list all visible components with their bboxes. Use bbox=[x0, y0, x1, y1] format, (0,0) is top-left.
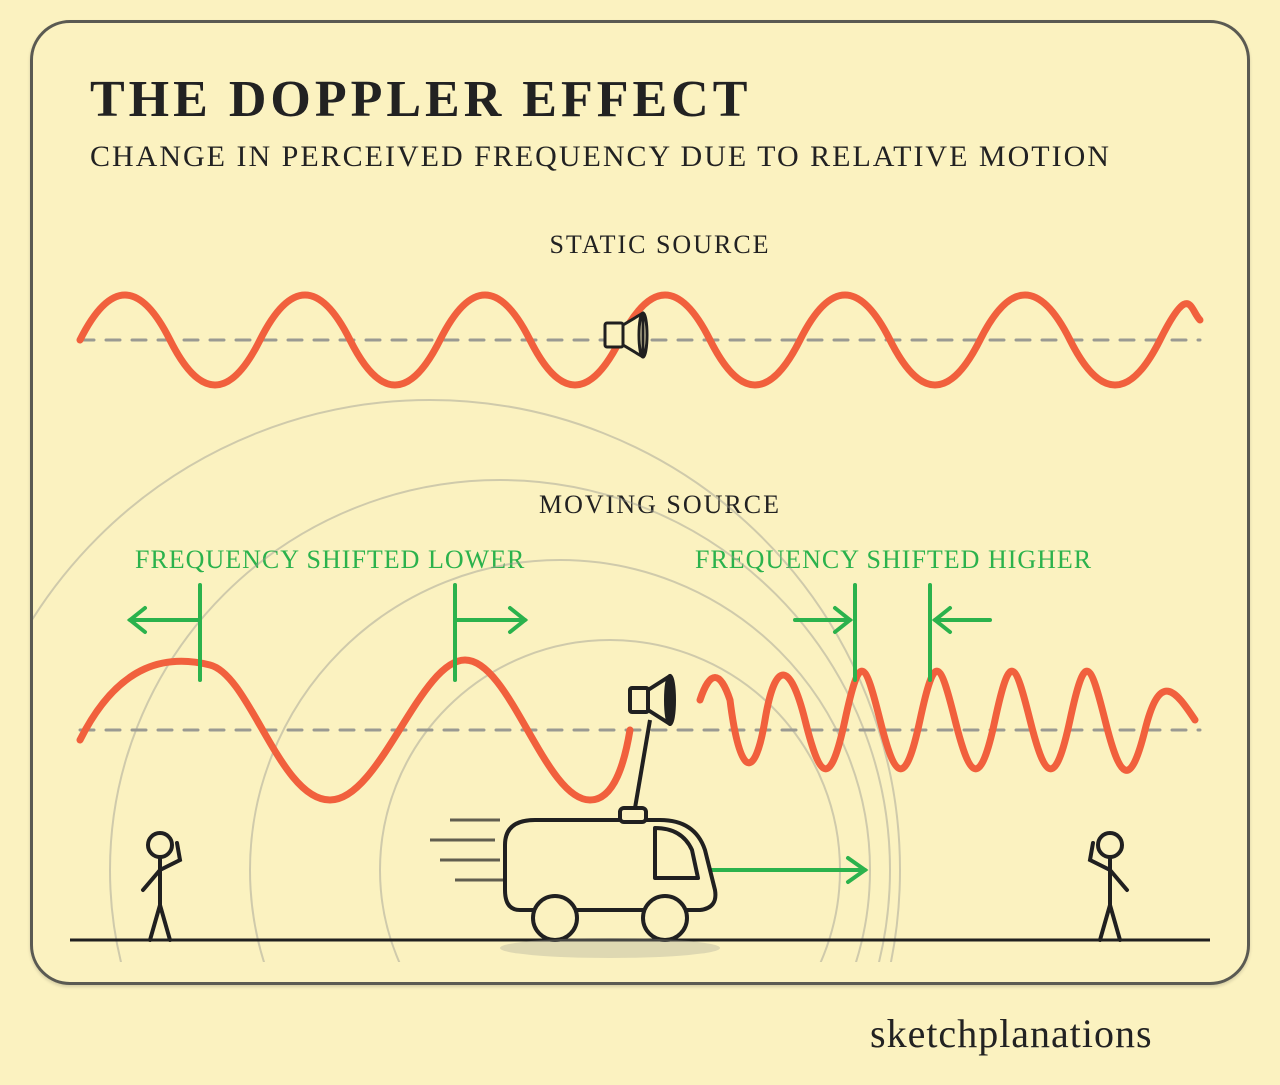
observer-right-icon bbox=[1090, 833, 1127, 940]
moving-svg bbox=[0, 0, 1280, 985]
attribution-text: sketchplanations bbox=[870, 1010, 1153, 1057]
page-background: THE DOPPLER EFFECT CHANGE IN PERCEIVED F… bbox=[0, 0, 1280, 1085]
wavelength-marker-right bbox=[795, 585, 990, 680]
moving-wave-right bbox=[700, 671, 1195, 770]
van-icon bbox=[430, 676, 720, 958]
ripple-circles bbox=[0, 400, 900, 1085]
observer-left-icon bbox=[143, 833, 180, 940]
